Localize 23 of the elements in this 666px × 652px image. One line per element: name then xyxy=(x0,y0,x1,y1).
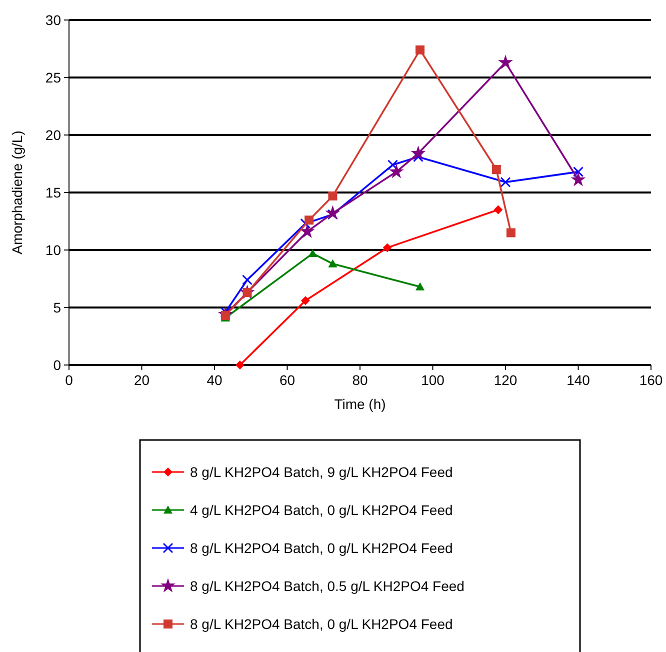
y-tick-label: 0 xyxy=(53,357,62,373)
x-tick-label: 0 xyxy=(65,372,74,388)
x-tick-label: 80 xyxy=(352,372,368,388)
y-tick-label: 15 xyxy=(45,184,62,200)
legend-label: 8 g/L KH2PO4 Batch, 0.5 g/L KH2PO4 Feed xyxy=(190,578,464,594)
y-axis-title: Amorphadiene (g/L) xyxy=(9,130,25,254)
legend-label: 8 g/L KH2PO4 Batch, 9 g/L KH2PO4 Feed xyxy=(190,464,453,480)
legend-label: 8 g/L KH2PO4 Batch, 0 g/L KH2PO4 Feed xyxy=(190,616,453,632)
x-tick-label: 20 xyxy=(134,372,150,388)
legend-label: 4 g/L KH2PO4 Batch, 0 g/L KH2PO4 Feed xyxy=(190,502,453,518)
y-tick-label: 20 xyxy=(45,127,62,143)
x-tick-label: 160 xyxy=(639,372,663,388)
x-axis-title: Time (h) xyxy=(334,396,386,412)
y-tick-label: 5 xyxy=(53,300,62,316)
x-tick-label: 120 xyxy=(494,372,518,388)
x-tick-label: 40 xyxy=(206,372,222,388)
x-tick-label: 140 xyxy=(566,372,590,388)
y-tick-label: 25 xyxy=(45,70,62,86)
legend-label: 8 g/L KH2PO4 Batch, 0 g/L KH2PO4 Feed xyxy=(190,540,453,556)
x-tick-label: 60 xyxy=(279,372,296,388)
y-tick-label: 10 xyxy=(45,242,62,258)
x-tick-label: 100 xyxy=(421,372,445,388)
y-tick-label: 30 xyxy=(45,12,62,28)
